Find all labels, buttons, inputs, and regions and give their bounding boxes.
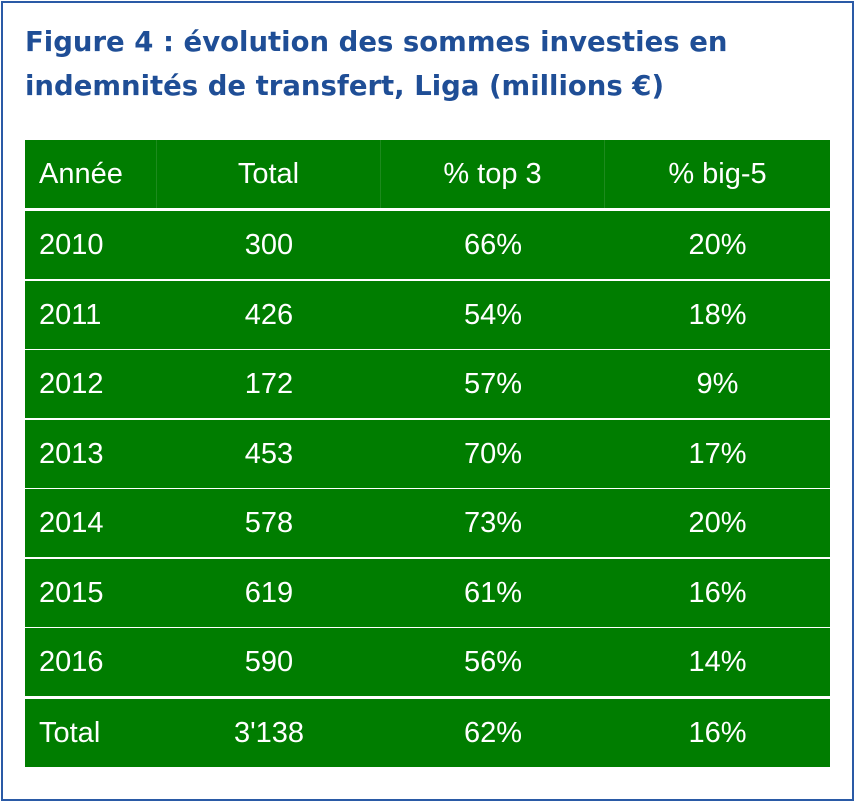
- header-separator: [25, 208, 830, 211]
- row-separator: [25, 418, 830, 420]
- cell-annee: 2014: [25, 489, 157, 557]
- row-separator: [25, 348, 830, 350]
- cell-big5: 20%: [605, 211, 830, 279]
- row-separator: [25, 487, 830, 489]
- cell-total: 453: [157, 419, 381, 488]
- cell-top3: 66%: [381, 211, 605, 279]
- table-row: 2011 426 54% 18%: [25, 280, 830, 349]
- cell-big5: 18%: [605, 280, 830, 349]
- cell-total: 300: [157, 211, 381, 279]
- table-body: 2010 300 66% 20% 2011 426 54% 18% 2012 172 57% 9% 20…: [25, 211, 830, 696]
- header-cell-annee: Année: [25, 140, 157, 208]
- total-cell-big5: 16%: [605, 699, 830, 767]
- table-row: 2014 578 73% 20%: [25, 489, 830, 557]
- table-row: 2010 300 66% 20%: [25, 211, 830, 279]
- cell-annee: 2016: [25, 628, 157, 696]
- cell-annee: 2013: [25, 419, 157, 488]
- data-table: Année Total % top 3 % big-5 2010 300 66% 20…: [25, 140, 830, 767]
- header-cell-top3: % top 3: [381, 140, 605, 208]
- figure-title: Figure 4 : évolution des sommes investie…: [25, 26, 728, 102]
- cell-top3: 61%: [381, 558, 605, 627]
- cell-total: 619: [157, 558, 381, 627]
- cell-top3: 57%: [381, 350, 605, 418]
- total-separator: [25, 696, 830, 699]
- cell-annee: 2011: [25, 280, 157, 349]
- cell-big5: 16%: [605, 558, 830, 627]
- table-row: 2013 453 70% 17%: [25, 419, 830, 488]
- cell-total: 172: [157, 350, 381, 418]
- cell-total: 590: [157, 628, 381, 696]
- row-separator: [25, 557, 830, 559]
- total-cell-label: Total: [25, 699, 157, 767]
- cell-big5: 9%: [605, 350, 830, 418]
- cell-annee: 2012: [25, 350, 157, 418]
- cell-annee: 2015: [25, 558, 157, 627]
- cell-top3: 54%: [381, 280, 605, 349]
- table-header-row: Année Total % top 3 % big-5: [25, 140, 830, 208]
- cell-total: 578: [157, 489, 381, 557]
- cell-big5: 17%: [605, 419, 830, 488]
- row-separator: [25, 279, 830, 281]
- header-cell-big5: % big-5: [605, 140, 830, 208]
- table-total-row: Total 3'138 62% 16%: [25, 699, 830, 767]
- cell-big5: 14%: [605, 628, 830, 696]
- cell-top3: 70%: [381, 419, 605, 488]
- header-cell-total: Total: [157, 140, 381, 208]
- cell-annee: 2010: [25, 211, 157, 279]
- cell-top3: 73%: [381, 489, 605, 557]
- table-row: 2016 590 56% 14%: [25, 628, 830, 696]
- row-separator: [25, 626, 830, 628]
- cell-big5: 20%: [605, 489, 830, 557]
- cell-top3: 56%: [381, 628, 605, 696]
- cell-total: 426: [157, 280, 381, 349]
- total-cell-total: 3'138: [157, 699, 381, 767]
- total-cell-top3: 62%: [381, 699, 605, 767]
- table-row: 2012 172 57% 9%: [25, 350, 830, 418]
- table-row: 2015 619 61% 16%: [25, 558, 830, 627]
